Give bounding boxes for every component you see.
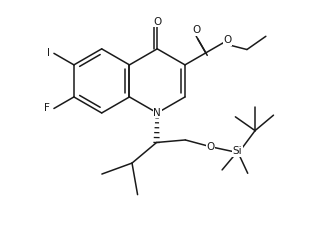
Text: Si: Si <box>233 147 242 157</box>
Text: N: N <box>153 108 161 118</box>
Text: O: O <box>207 142 215 152</box>
Text: O: O <box>192 25 200 35</box>
Text: F: F <box>44 103 50 113</box>
Text: O: O <box>223 35 232 45</box>
Text: I: I <box>47 48 50 58</box>
Text: O: O <box>153 17 161 27</box>
